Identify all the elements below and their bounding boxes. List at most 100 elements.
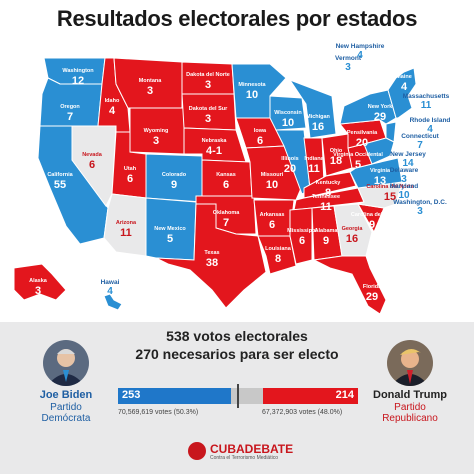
state-votes-new-hampshire: 4 xyxy=(357,50,363,61)
state-votes-virginia-occidental: 5 xyxy=(355,159,361,171)
state-votes-connecticut: 7 xyxy=(417,140,423,151)
state-name-washington-d-c-: Washington, D.C. xyxy=(393,199,447,206)
biden-name: Joe Biden xyxy=(39,389,93,401)
state-votes-idaho: 4 xyxy=(109,105,116,117)
state-votes-alaska: 3 xyxy=(35,285,41,297)
electoral-vote-bar: 253 214 xyxy=(118,384,358,408)
state-votes-florida: 29 xyxy=(366,291,378,303)
state-name-virginia: Virginia xyxy=(370,168,391,174)
state-votes-louisiana: 8 xyxy=(275,253,281,265)
state-name-illinois: Illinois xyxy=(281,156,298,162)
state-name-alabama: Alabama xyxy=(315,228,339,234)
state-votes-utah: 6 xyxy=(127,173,133,185)
state-name-connecticut: Connecticut xyxy=(401,133,439,140)
state-name-new-jersey: New Jersey xyxy=(390,151,426,158)
logo-text: CUBADEBATE xyxy=(210,442,294,456)
state-name-colorado: Colorado xyxy=(162,172,187,178)
state-maryland-delaware xyxy=(363,137,395,165)
state-name-wisconsin: Wisconsin xyxy=(274,110,302,116)
trump-bar xyxy=(262,388,358,404)
state-votes-arizona: 11 xyxy=(120,227,132,239)
state-name-carolina-del-norte: Carolina del Norte xyxy=(366,184,413,190)
state-votes-carolina-del-sur: 9 xyxy=(369,219,375,231)
state-votes-iowa: 6 xyxy=(257,135,263,147)
state-votes-ohio: 18 xyxy=(330,155,342,167)
biden-electoral-votes: 253 xyxy=(122,389,141,401)
results-panel: 538 votos electorales 270 necesarios par… xyxy=(0,322,474,474)
state-name-virginia-occidental: Virginia Occidental xyxy=(333,152,383,158)
state-votes-oregon: 7 xyxy=(67,111,73,123)
biden-party: Partido Demócrata xyxy=(41,402,91,424)
state-name-washington: Washington xyxy=(62,68,94,74)
state-votes-dakota-del-norte: 3 xyxy=(205,79,211,91)
state-votes-hawai: 4 xyxy=(107,286,113,297)
state-votes-oklahoma: 7 xyxy=(223,217,229,229)
state-louisiana xyxy=(257,235,297,275)
state-name-kentucky: Kentucky xyxy=(316,180,342,186)
state-votes-rhode-island: 4 xyxy=(427,124,433,135)
state-florida xyxy=(312,255,387,315)
state-votes-new-mexico: 5 xyxy=(167,233,173,245)
state-texas xyxy=(155,203,267,309)
state-name-kansas: Kansas xyxy=(216,172,236,178)
state-name-iowa: Iowa xyxy=(254,128,267,134)
state-votes-maine: 4 xyxy=(401,81,408,93)
logo-tagline: Contra el Terrorismo Mediático xyxy=(210,455,278,461)
trump-party: Partido Republicano xyxy=(382,402,438,424)
biden-avatar xyxy=(43,340,89,386)
state-name-montana: Montana xyxy=(139,78,163,84)
state-name-delaware: Delaware xyxy=(390,167,419,174)
state-votes-new-york: 29 xyxy=(374,111,386,123)
state-votes-delaware: 3 xyxy=(401,174,407,185)
state-colorado xyxy=(145,153,203,203)
state-votes-missouri: 10 xyxy=(266,179,278,191)
state-name-new-mexico: New Mexico xyxy=(154,226,186,232)
state-name-louisiana: Louisiana xyxy=(265,246,292,252)
biden-bar xyxy=(118,388,231,404)
biden-card: Joe Biden Partido Demócrata xyxy=(26,340,106,424)
state-name-new-hampshire: New Hampshire xyxy=(336,43,385,50)
state-name-nebraska: Nebraska xyxy=(202,138,228,144)
state-name-minnesota: Minnesota xyxy=(238,82,266,88)
state-georgia xyxy=(333,203,373,257)
state-votes-texas: 38 xyxy=(206,257,218,269)
state-name-nevada: Nevada xyxy=(82,152,103,158)
state-name-indiana: Indiana xyxy=(304,156,324,162)
state-votes-alabama: 9 xyxy=(323,235,329,247)
state-votes-tennessee: 11 xyxy=(320,201,332,213)
trump-card: Donald Trump Partido Republicano xyxy=(370,340,450,424)
trump-electoral-votes: 214 xyxy=(335,389,354,401)
state-mississippi xyxy=(289,207,313,265)
state-name-new-york: New York xyxy=(368,104,393,110)
state-votes-indiana: 11 xyxy=(308,163,320,175)
state-name-arizona: Arizona xyxy=(116,220,137,226)
state-name-dakota-del-sur: Dakota del Sur xyxy=(189,106,228,112)
state-votes-maryland: 10 xyxy=(398,190,410,201)
state-name-oregon: Oregon xyxy=(60,104,80,110)
biden-popular-vote: 70,569,619 votes (50.3%) xyxy=(118,409,199,416)
threshold-heading: 270 necesarios para ser electo xyxy=(135,346,339,362)
state-wisconsin xyxy=(269,95,307,131)
state-name-massachusetts: Massachusetts xyxy=(403,93,450,100)
state-votes-montana: 3 xyxy=(147,85,153,97)
state-votes-wyoming: 3 xyxy=(153,135,159,147)
state-name-florida: Florida xyxy=(363,284,382,290)
state-name-carolina-del-sur: Carolina del Sur xyxy=(351,212,394,218)
state-votes-illinois: 20 xyxy=(284,163,296,175)
trump-avatar xyxy=(387,340,433,386)
state-name-texas: Texas xyxy=(204,250,219,256)
threshold-marker xyxy=(237,384,239,408)
state-hawaii xyxy=(103,293,123,311)
state-name-oklahoma: Oklahoma xyxy=(213,210,241,216)
state-votes-massachusetts: 11 xyxy=(421,100,432,111)
state-name-rhode-island: Rhode Island xyxy=(410,117,451,124)
state-votes-michigan: 16 xyxy=(312,121,324,133)
state-name-maryland: Maryland xyxy=(390,183,419,190)
state-name-tennessee: Tennessee xyxy=(312,194,340,200)
state-name-dakota-del-norte: Dakota del Norte xyxy=(186,72,230,78)
state-name-georgia: Georgia xyxy=(342,226,364,232)
state-name-alaska: Alaska xyxy=(29,278,48,284)
state-name-utah: Utah xyxy=(124,166,137,172)
state-votes-new-jersey: 14 xyxy=(402,158,414,169)
state-votes-wisconsin: 10 xyxy=(282,117,294,129)
